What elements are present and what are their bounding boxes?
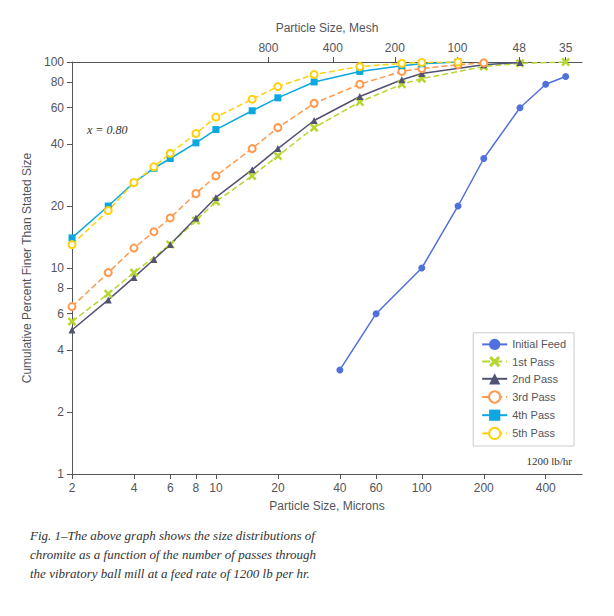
svg-text:80: 80 [51,75,65,89]
svg-text:Initial Feed: Initial Feed [512,338,566,350]
svg-text:6: 6 [57,307,64,321]
svg-text:200: 200 [474,481,494,495]
svg-text:800: 800 [258,41,278,55]
svg-text:8: 8 [193,481,200,495]
svg-text:4: 4 [131,481,138,495]
svg-text:8: 8 [57,281,64,295]
svg-text:1200 lb/hr: 1200 lb/hr [526,455,572,467]
svg-text:5th Pass: 5th Pass [512,427,555,439]
svg-text:chromite as a function of the: chromite as a function of the number of … [30,547,316,562]
svg-text:the vibratory ball mill at a f: the vibratory ball mill at a feed rate o… [30,566,310,581]
svg-text:x = 0.80: x = 0.80 [86,123,127,137]
svg-text:4: 4 [57,343,64,357]
svg-text:40: 40 [333,481,347,495]
svg-text:100: 100 [44,55,64,69]
svg-text:10: 10 [209,481,223,495]
svg-text:40: 40 [51,137,65,151]
svg-text:35: 35 [559,41,573,55]
svg-text:400: 400 [536,481,556,495]
svg-text:2nd Pass: 2nd Pass [512,373,558,385]
svg-text:3rd Pass: 3rd Pass [512,391,556,403]
svg-text:100: 100 [447,41,467,55]
svg-text:4th Pass: 4th Pass [512,409,555,421]
svg-text:60: 60 [51,101,65,115]
svg-text:48: 48 [512,41,526,55]
svg-text:2: 2 [57,405,64,419]
svg-text:1st Pass: 1st Pass [512,356,555,368]
svg-text:2: 2 [69,481,76,495]
svg-text:Particle Size, Mesh: Particle Size, Mesh [276,21,379,35]
svg-text:200: 200 [385,41,405,55]
svg-text:10: 10 [51,261,65,275]
svg-text:20: 20 [51,199,65,213]
svg-text:100: 100 [412,481,432,495]
svg-text:Fig. 1–The above graph shows t: Fig. 1–The above graph shows the size di… [29,528,317,543]
svg-text:Cumulative Percent Finer Than: Cumulative Percent Finer Than Stated Siz… [20,152,34,383]
svg-text:60: 60 [369,481,383,495]
svg-text:6: 6 [167,481,174,495]
svg-text:1: 1 [57,467,64,481]
svg-text:20: 20 [271,481,285,495]
svg-text:400: 400 [323,41,343,55]
svg-text:Particle Size, Microns: Particle Size, Microns [269,499,384,513]
